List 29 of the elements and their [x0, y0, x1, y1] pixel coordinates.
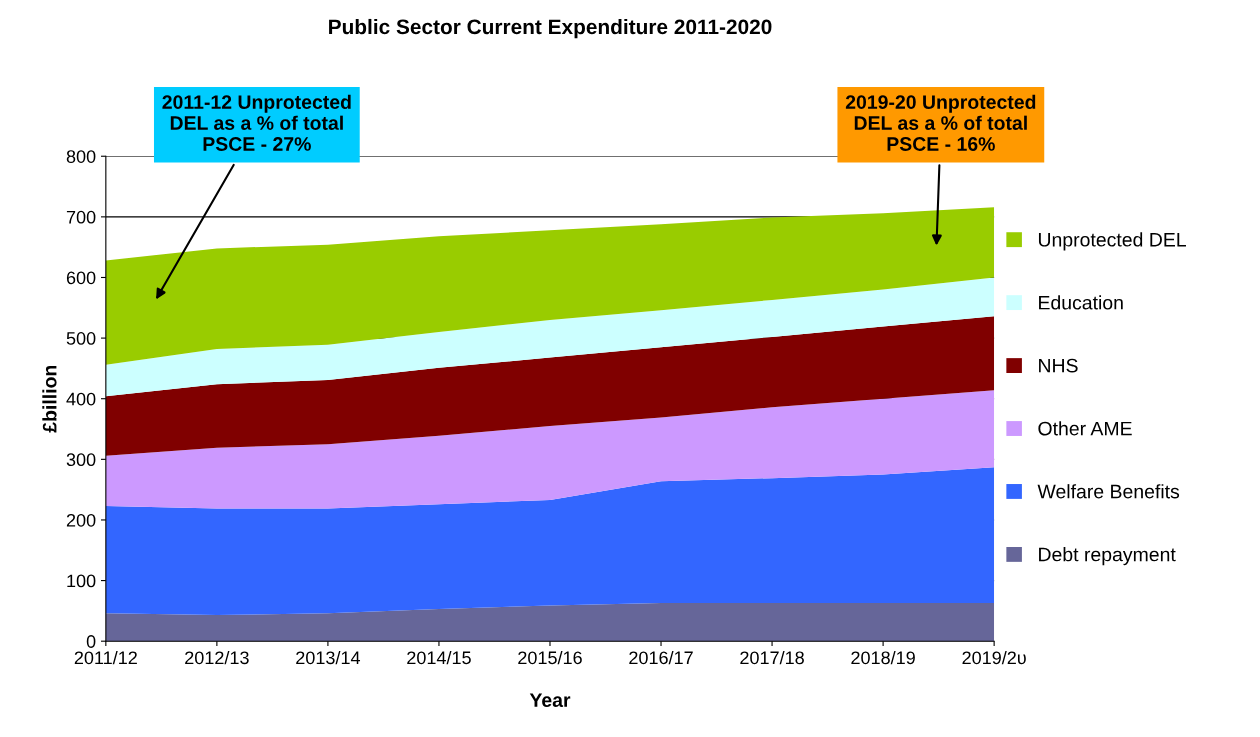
x-tick-label: 2017/18: [740, 650, 804, 665]
legend-label: NHS: [1039, 358, 1078, 373]
x-tick-label: 2018/19: [851, 650, 915, 665]
x-tick-label: 2011/12: [74, 650, 137, 665]
y-tick-label: 700: [66, 210, 96, 224]
legend-label: Unprotected DEL: [1038, 232, 1186, 251]
y-tick-label: 600: [66, 271, 96, 285]
chart-title: Public Sector Current Expenditure 2011-2020: [329, 18, 772, 39]
x-axis-title: Year: [529, 693, 571, 708]
legend-label: Other AME: [1038, 421, 1132, 436]
legend-label: Education: [1039, 295, 1123, 310]
y-tick-label: 300: [66, 453, 96, 467]
y-tick-label: 200: [66, 513, 96, 527]
x-tick-label: 2014/15: [407, 650, 471, 665]
y-tick-label: 800: [66, 150, 96, 163]
text: 2019-20 Unprotected DEL as a % of total PSCE - 16%: [845, 94, 1036, 151]
x-tick-label: 2013/14: [296, 650, 361, 665]
y-tick-label: 400: [66, 392, 96, 406]
legend-label: Welfare Benefits: [1037, 484, 1180, 499]
legend-label: Debt repayment: [1039, 547, 1176, 566]
x-tick-label: 2016/17: [629, 650, 693, 665]
y-tick-label: 0: [86, 635, 96, 648]
x-tick-label: 2015/16: [518, 650, 582, 665]
y-tick-label: 100: [67, 574, 96, 588]
text: 2011-12 Unprotected DEL as a % of total PSCE - 27%: [162, 94, 351, 151]
x-tick-label: 2019/2υ: [962, 650, 1026, 665]
y-axis-title: £billion: [42, 365, 57, 433]
x-tick-label: 2012/13: [185, 650, 249, 665]
y-tick-label: 500: [66, 332, 96, 345]
